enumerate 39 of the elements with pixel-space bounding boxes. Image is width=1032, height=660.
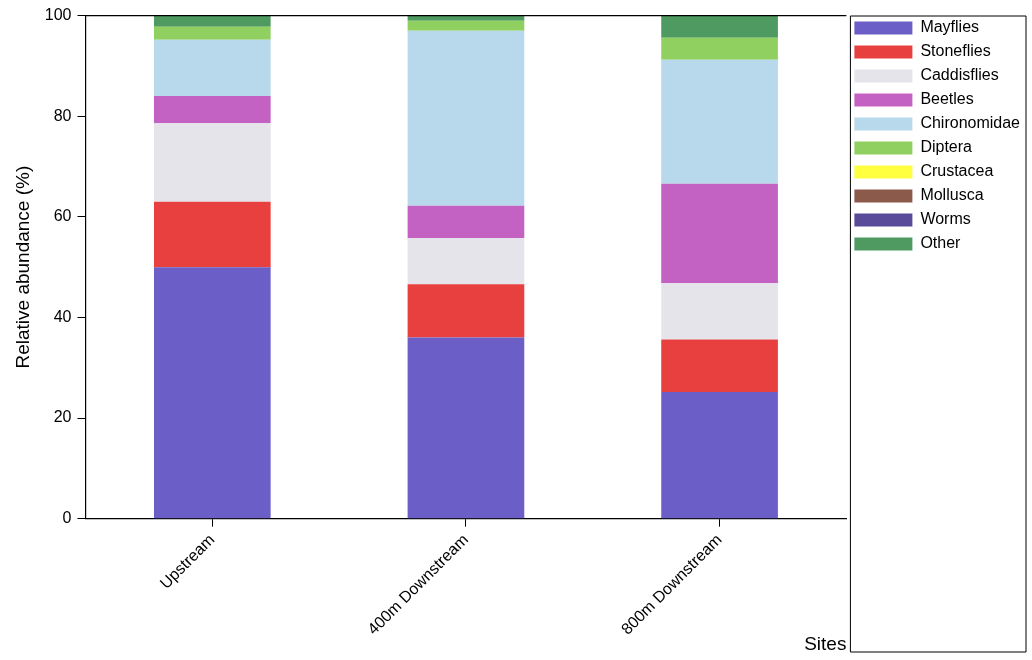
- bar: [407, 284, 525, 338]
- legend-label: Worms: [920, 210, 971, 228]
- y-tick-label: 0: [62, 509, 72, 527]
- bar: [407, 15, 525, 21]
- bar: [661, 283, 778, 340]
- bar: [153, 96, 271, 124]
- bar: [661, 59, 778, 184]
- legend-label: Mayflies: [920, 18, 980, 36]
- legend-label: Stoneflies: [920, 42, 991, 60]
- bar: [661, 37, 778, 60]
- legend-label: Beetles: [920, 90, 974, 108]
- y-tick-label: 100: [44, 6, 72, 24]
- bar: [153, 26, 271, 40]
- bar: [661, 339, 778, 392]
- y-tick-label: 40: [53, 307, 72, 325]
- bar: [407, 237, 525, 285]
- legend-label: Diptera: [920, 138, 973, 156]
- legend-label: Caddisflies: [920, 66, 999, 84]
- bar: [153, 267, 271, 519]
- bar: [407, 205, 525, 238]
- bar: [153, 15, 271, 27]
- bar: [407, 337, 525, 519]
- bar: [661, 15, 778, 38]
- bar: [661, 183, 778, 284]
- bar: [153, 123, 271, 202]
- legend-label: Chironomidae: [920, 114, 1021, 132]
- legend-label: Other: [920, 234, 962, 252]
- bar: [153, 201, 271, 268]
- legend-label: Crustacea: [920, 162, 994, 180]
- bar: [661, 391, 778, 519]
- x-axis-title: Sites: [804, 632, 847, 654]
- bar: [153, 39, 271, 97]
- bar: [407, 20, 525, 31]
- legend-label: Mollusca: [920, 186, 984, 204]
- y-tick-label: 60: [53, 207, 72, 225]
- y-tick-label: 20: [53, 408, 72, 426]
- y-tick-label: 80: [53, 106, 72, 124]
- y-axis-title: Relative abundance (%): [11, 165, 33, 369]
- bar: [407, 30, 525, 206]
